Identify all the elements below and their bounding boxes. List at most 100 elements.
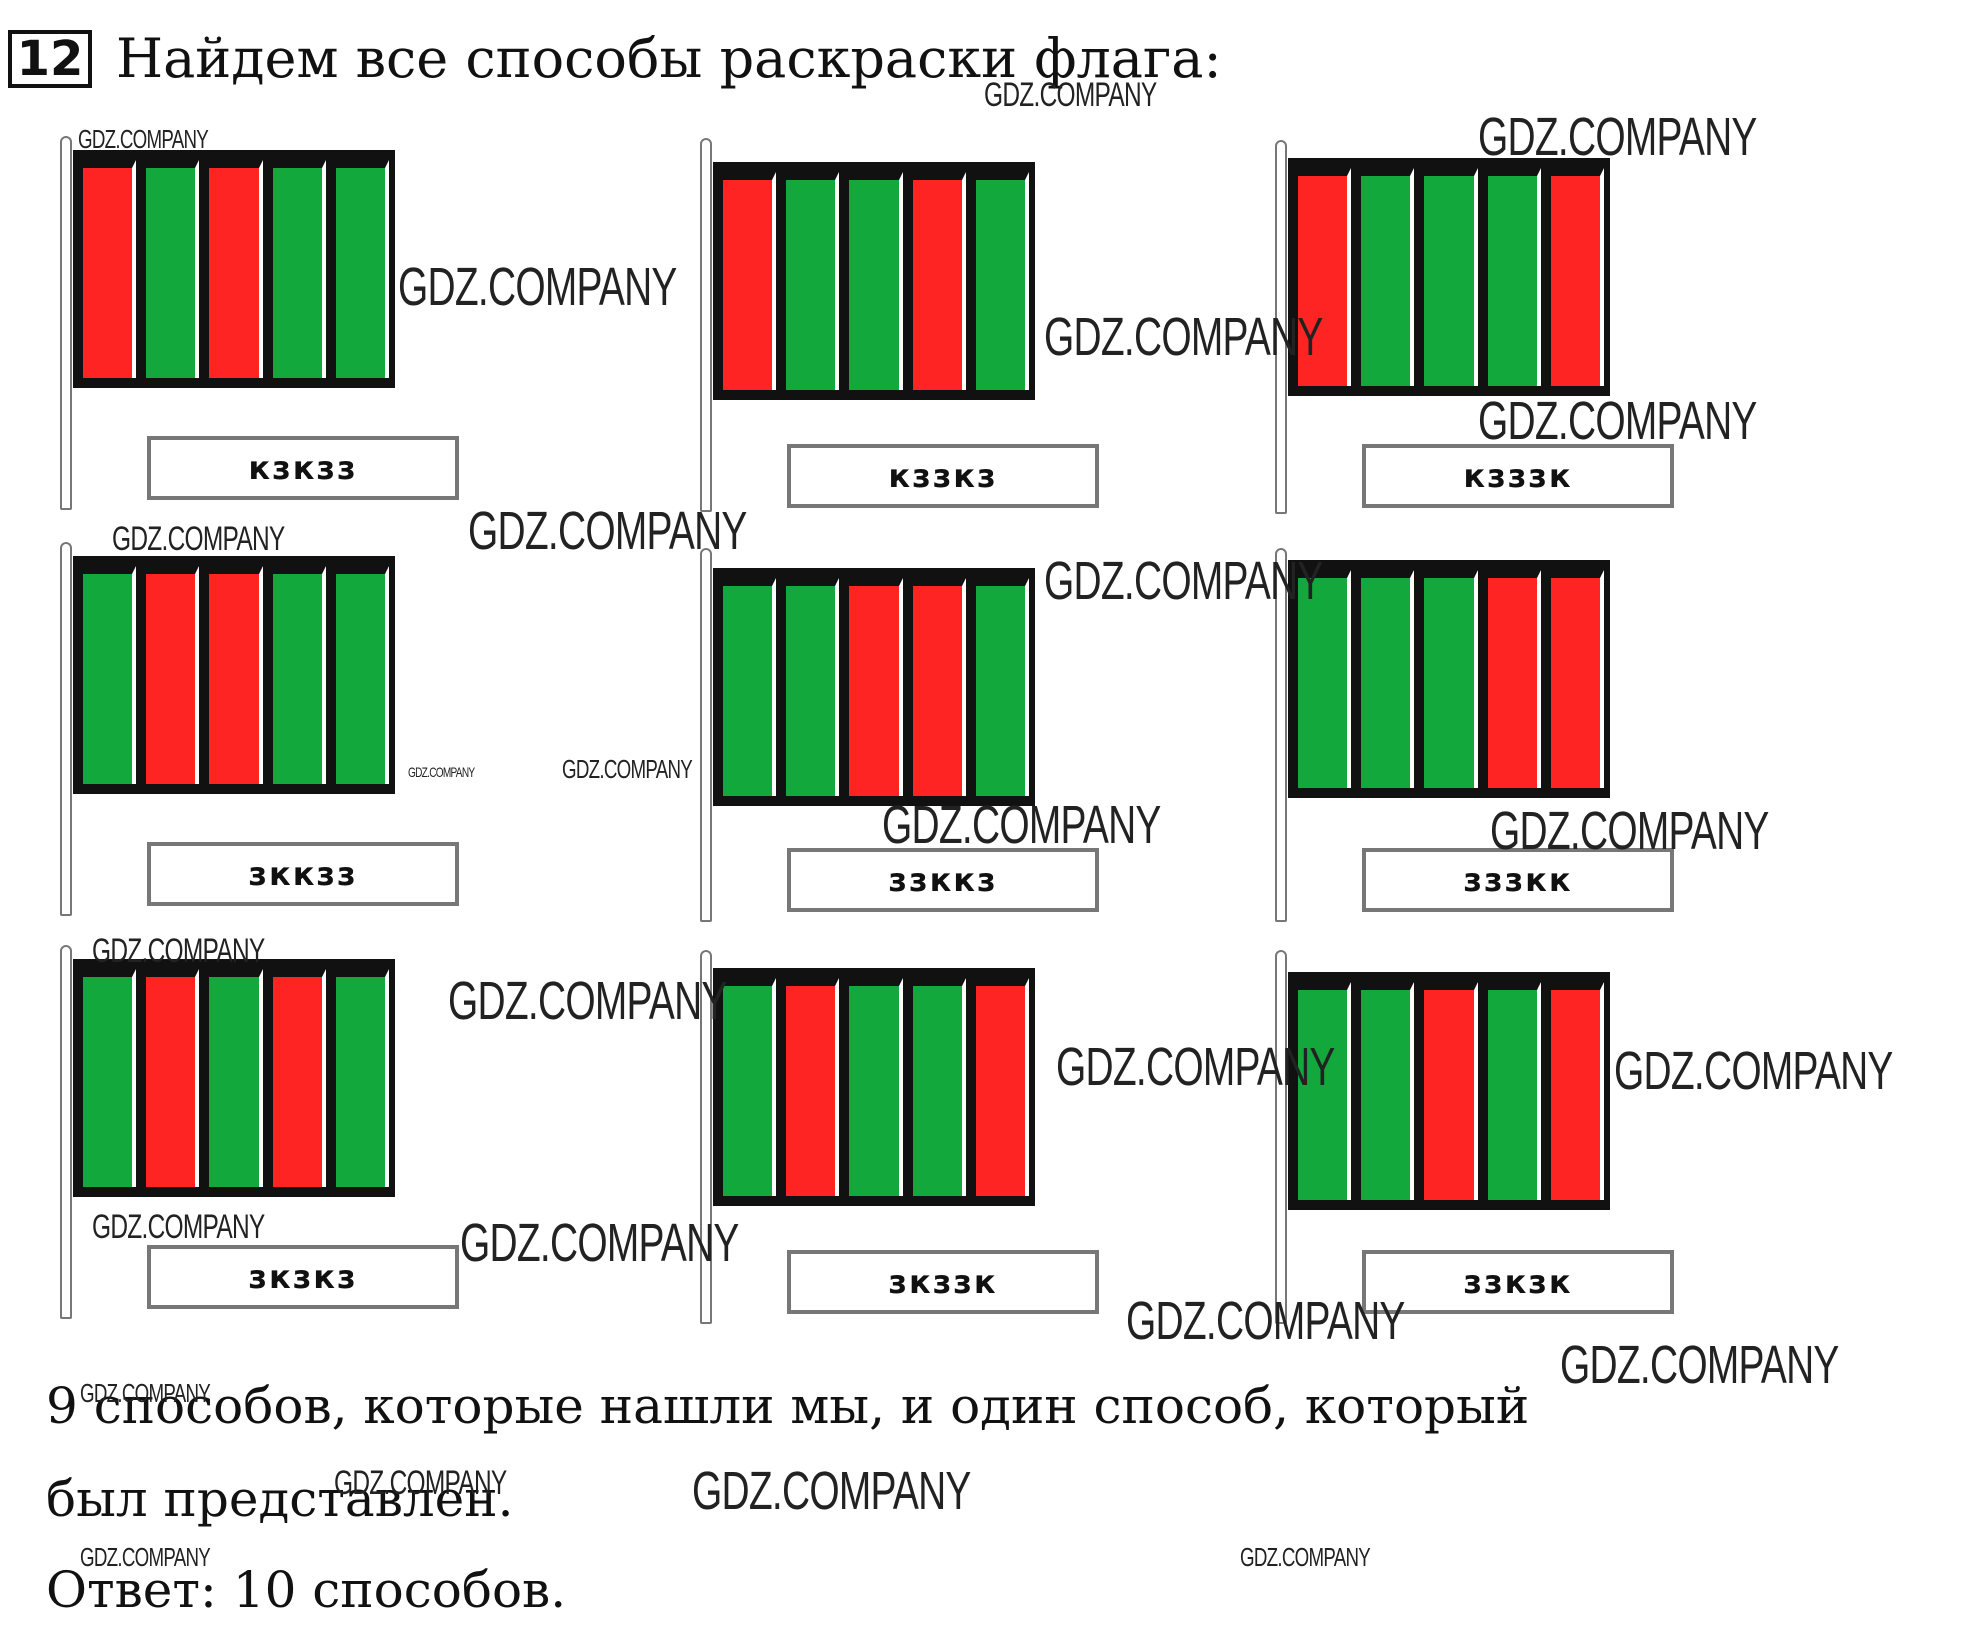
flag-stripe bbox=[335, 566, 390, 784]
answer-line-2: был представлен. bbox=[46, 1470, 514, 1528]
flag-label: зкззк bbox=[787, 1250, 1099, 1314]
flag-stripe bbox=[1298, 982, 1352, 1200]
watermark: GDZ.COMPANY bbox=[1478, 107, 1757, 167]
flag-stripe bbox=[786, 978, 840, 1196]
watermark: GDZ.COMPANY bbox=[1056, 1037, 1335, 1097]
flag-stripe bbox=[209, 566, 263, 784]
flag-stripe bbox=[83, 566, 137, 784]
answer-line-1: 9 способов, которые нашли мы, и один спо… bbox=[46, 1377, 1530, 1435]
watermark: GDZ.COMPANY bbox=[984, 76, 1157, 114]
watermark: GDZ.COMPANY bbox=[80, 1378, 211, 1408]
task-number: 12 bbox=[8, 30, 92, 88]
flag-stripe bbox=[146, 969, 200, 1187]
watermark: GDZ.COMPANY bbox=[78, 124, 209, 154]
flag-stripe bbox=[723, 978, 777, 1196]
flag-cloth bbox=[73, 150, 395, 388]
flag-cloth bbox=[713, 968, 1035, 1206]
flag-7: зкзкз bbox=[55, 945, 485, 1325]
watermark: GDZ.COMPANY bbox=[1560, 1335, 1839, 1395]
flag-pole bbox=[60, 136, 72, 510]
flag-label: ззккз bbox=[787, 848, 1099, 912]
flag-label: зззкк bbox=[1362, 848, 1674, 912]
flag-stripe bbox=[723, 578, 777, 796]
flag-stripe bbox=[1361, 570, 1415, 788]
flag-pole bbox=[1275, 140, 1287, 514]
flag-stripe bbox=[1424, 982, 1478, 1200]
flag-stripe bbox=[1487, 982, 1541, 1200]
watermark: GDZ.COMPANY bbox=[562, 754, 693, 784]
flag-stripe bbox=[209, 969, 263, 1187]
flag-1: кзкзз bbox=[55, 136, 485, 516]
flag-pole bbox=[1275, 548, 1287, 922]
flag-stripe bbox=[849, 172, 903, 390]
flag-stripe bbox=[1298, 168, 1352, 386]
flag-pole bbox=[60, 945, 72, 1319]
flag-stripe bbox=[786, 172, 840, 390]
flag-stripe bbox=[335, 160, 390, 378]
watermark: GDZ.COMPANY bbox=[398, 257, 677, 317]
flag-cloth bbox=[713, 568, 1035, 806]
flag-2: кззкз bbox=[695, 138, 1125, 518]
answer-line-3: Ответ: 10 способов. bbox=[46, 1561, 567, 1619]
watermark: GDZ.COMPANY bbox=[1126, 1291, 1405, 1351]
watermark: GDZ.COMPANY bbox=[1240, 1542, 1371, 1572]
flag-stripe bbox=[723, 172, 777, 390]
flag-cloth bbox=[1288, 972, 1610, 1210]
flag-6: зззкк bbox=[1270, 548, 1700, 928]
flag-pole bbox=[700, 548, 712, 922]
flag-stripe bbox=[146, 160, 200, 378]
task-title: Найдем все способы раскраски флага: bbox=[116, 27, 1222, 90]
watermark: GDZ.COMPANY bbox=[408, 764, 475, 780]
watermark: GDZ.COMPANY bbox=[468, 501, 747, 561]
watermark: GDZ.COMPANY bbox=[1478, 391, 1757, 451]
flag-stripe bbox=[335, 969, 390, 1187]
flag-stripe bbox=[975, 172, 1030, 390]
flag-stripe bbox=[912, 978, 966, 1196]
flag-pole bbox=[700, 950, 712, 1324]
watermark: GDZ.COMPANY bbox=[882, 795, 1161, 855]
flag-cloth bbox=[1288, 560, 1610, 798]
flag-stripe bbox=[912, 172, 966, 390]
flag-label: зккзз bbox=[147, 842, 459, 906]
flag-stripe bbox=[975, 578, 1030, 796]
watermark: GDZ.COMPANY bbox=[460, 1213, 739, 1273]
flag-cloth bbox=[73, 959, 395, 1197]
flag-stripe bbox=[1550, 570, 1605, 788]
flag-stripe bbox=[272, 969, 326, 1187]
watermark: GDZ.COMPANY bbox=[80, 1542, 211, 1572]
flag-3: кзззк bbox=[1270, 140, 1700, 520]
flag-9: ззкзк bbox=[1270, 950, 1700, 1330]
flag-label: кзззк bbox=[1362, 444, 1674, 508]
flag-stripe bbox=[83, 160, 137, 378]
watermark: GDZ.COMPANY bbox=[1490, 801, 1769, 861]
flag-stripe bbox=[272, 566, 326, 784]
flag-stripe bbox=[272, 160, 326, 378]
watermark: GDZ.COMPANY bbox=[1044, 551, 1323, 611]
flag-5: ззккз bbox=[695, 548, 1125, 928]
flag-stripe bbox=[849, 978, 903, 1196]
watermark: GDZ.COMPANY bbox=[92, 932, 265, 970]
flag-4: зккзз bbox=[55, 542, 485, 922]
watermark: GDZ.COMPANY bbox=[92, 1208, 265, 1246]
watermark: GDZ.COMPANY bbox=[448, 971, 727, 1031]
watermark: GDZ.COMPANY bbox=[112, 520, 285, 558]
flag-label: кззкз bbox=[787, 444, 1099, 508]
flag-stripe bbox=[1487, 570, 1541, 788]
watermark: GDZ.COMPANY bbox=[692, 1461, 971, 1521]
flag-stripe bbox=[209, 160, 263, 378]
flag-stripe bbox=[1487, 168, 1541, 386]
flag-label: ззкзк bbox=[1362, 1250, 1674, 1314]
flag-stripe bbox=[912, 578, 966, 796]
flag-label: кзкзз bbox=[147, 436, 459, 500]
flag-pole bbox=[1275, 950, 1287, 1324]
flag-stripe bbox=[146, 566, 200, 784]
watermark: GDZ.COMPANY bbox=[1614, 1041, 1893, 1101]
flag-cloth bbox=[713, 162, 1035, 400]
flag-stripe bbox=[786, 578, 840, 796]
flag-8: зкззк bbox=[695, 950, 1125, 1330]
flag-stripe bbox=[1550, 982, 1605, 1200]
flag-cloth bbox=[73, 556, 395, 794]
watermark: GDZ.COMPANY bbox=[1044, 307, 1323, 367]
flag-stripe bbox=[1361, 982, 1415, 1200]
